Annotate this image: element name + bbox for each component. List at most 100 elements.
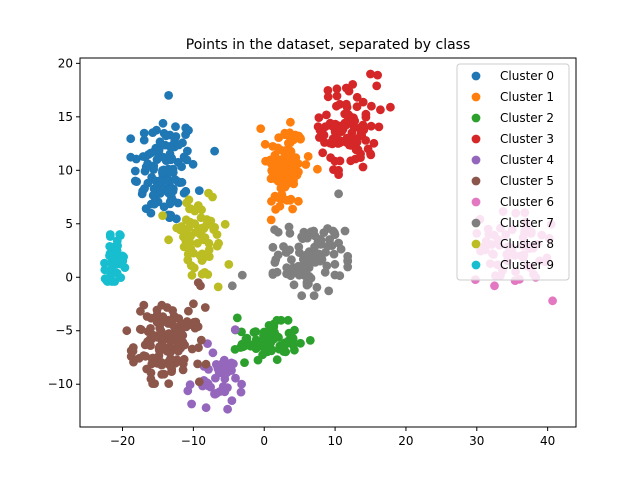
data-point bbox=[194, 186, 204, 196]
data-point bbox=[219, 359, 229, 369]
data-point bbox=[296, 134, 305, 144]
data-point bbox=[139, 135, 149, 145]
data-point bbox=[289, 280, 299, 290]
data-point bbox=[158, 118, 168, 128]
data-point bbox=[363, 144, 373, 154]
data-point bbox=[187, 399, 197, 409]
y-tick-label: −5 bbox=[55, 324, 73, 338]
data-point bbox=[272, 355, 282, 365]
data-point bbox=[272, 267, 282, 277]
data-point bbox=[238, 342, 248, 352]
data-point bbox=[167, 365, 177, 374]
data-point bbox=[155, 189, 165, 198]
data-point bbox=[326, 153, 335, 163]
data-point bbox=[335, 271, 345, 281]
data-point bbox=[130, 166, 140, 176]
data-point bbox=[164, 91, 174, 100]
data-point bbox=[282, 158, 292, 168]
data-point bbox=[291, 153, 301, 163]
data-point bbox=[119, 252, 128, 262]
data-point bbox=[230, 345, 240, 354]
data-point bbox=[376, 105, 385, 115]
legend-label: Cluster 5 bbox=[500, 174, 554, 188]
legend-marker bbox=[471, 71, 481, 81]
series-cluster-2 bbox=[230, 313, 315, 367]
data-point bbox=[356, 123, 366, 132]
data-point bbox=[343, 251, 353, 261]
chart-title: Points in the dataset, separated by clas… bbox=[186, 37, 471, 53]
data-point bbox=[294, 196, 303, 206]
data-point bbox=[325, 118, 335, 128]
legend-marker bbox=[471, 176, 481, 186]
data-point bbox=[349, 134, 359, 144]
data-point bbox=[342, 99, 351, 109]
data-point bbox=[182, 155, 192, 165]
data-point bbox=[183, 146, 192, 156]
legend-label: Cluster 7 bbox=[500, 216, 554, 230]
data-point bbox=[286, 117, 295, 127]
data-point bbox=[320, 138, 329, 147]
data-point bbox=[249, 327, 259, 337]
data-point bbox=[323, 241, 332, 251]
data-point bbox=[293, 261, 303, 271]
data-point bbox=[301, 265, 310, 275]
data-point bbox=[288, 335, 298, 344]
data-point bbox=[334, 238, 343, 248]
data-point bbox=[310, 231, 320, 241]
data-point bbox=[366, 69, 375, 79]
data-point bbox=[148, 191, 158, 200]
legend-item: Cluster 5 bbox=[471, 174, 554, 188]
data-point bbox=[264, 321, 274, 330]
data-point bbox=[240, 358, 249, 367]
data-point bbox=[182, 198, 192, 208]
legend-label: Cluster 3 bbox=[500, 132, 554, 146]
data-point bbox=[273, 193, 283, 202]
data-point bbox=[143, 178, 153, 188]
data-point bbox=[490, 281, 499, 291]
data-point bbox=[177, 162, 187, 172]
data-point bbox=[374, 122, 384, 132]
data-point bbox=[280, 147, 290, 157]
data-point bbox=[170, 175, 180, 184]
data-point bbox=[204, 252, 214, 261]
data-point bbox=[266, 215, 276, 225]
y-tick-label: 20 bbox=[58, 56, 73, 70]
data-point bbox=[236, 387, 246, 397]
data-point bbox=[196, 335, 206, 345]
data-point bbox=[322, 110, 331, 120]
data-point bbox=[340, 226, 350, 236]
data-point bbox=[309, 291, 319, 300]
data-point bbox=[214, 238, 224, 248]
data-point bbox=[274, 173, 284, 183]
data-point bbox=[332, 129, 342, 139]
data-point bbox=[178, 320, 188, 330]
data-point bbox=[344, 86, 354, 96]
data-point bbox=[273, 250, 283, 260]
data-point bbox=[335, 99, 345, 109]
data-point bbox=[148, 353, 158, 363]
data-point bbox=[116, 231, 125, 240]
data-point bbox=[185, 217, 195, 227]
data-point bbox=[231, 373, 240, 383]
x-tick-label: −10 bbox=[181, 434, 206, 448]
data-point bbox=[279, 347, 289, 356]
data-point bbox=[227, 281, 237, 291]
data-point bbox=[201, 403, 211, 413]
data-point bbox=[210, 146, 220, 156]
x-tick-label: 0 bbox=[260, 434, 268, 448]
data-point bbox=[320, 267, 330, 277]
data-point bbox=[312, 250, 322, 260]
data-point bbox=[352, 92, 362, 102]
data-point bbox=[167, 316, 177, 326]
data-point bbox=[103, 277, 112, 286]
data-point bbox=[148, 128, 158, 138]
data-point bbox=[284, 222, 294, 232]
data-point bbox=[270, 258, 280, 267]
data-point bbox=[195, 251, 205, 260]
data-point bbox=[268, 242, 278, 252]
legend-label: Cluster 2 bbox=[500, 111, 554, 125]
data-point bbox=[199, 224, 209, 234]
data-point bbox=[193, 322, 203, 331]
data-point bbox=[153, 197, 163, 207]
data-point bbox=[164, 235, 174, 245]
